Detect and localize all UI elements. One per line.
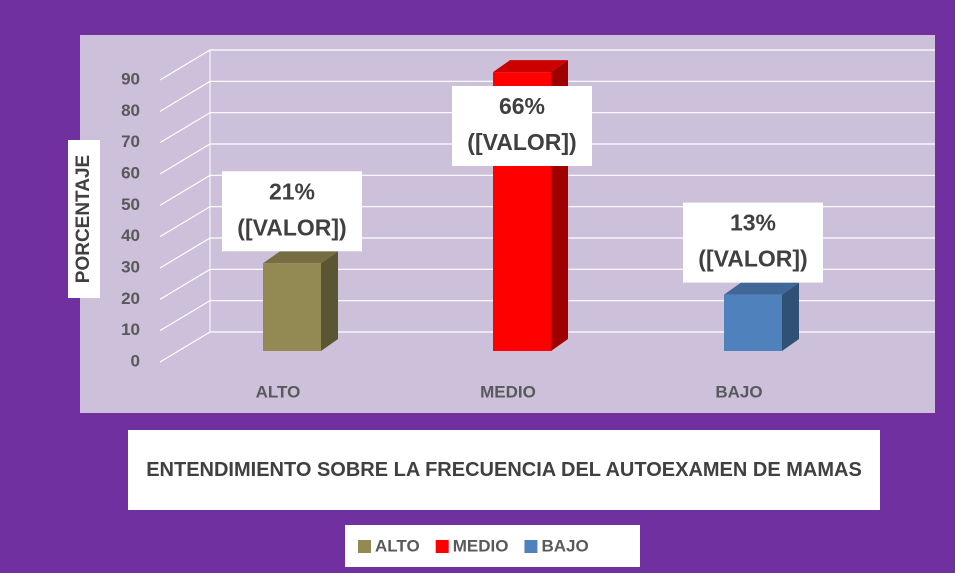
data-label: ([VALOR]) bbox=[237, 214, 346, 240]
bar-top bbox=[263, 251, 338, 264]
data-label-box bbox=[683, 202, 823, 283]
data-label-box bbox=[222, 171, 362, 252]
x-tick-label: BAJO bbox=[715, 382, 762, 401]
y-tick-label: 20 bbox=[121, 289, 140, 308]
legend-label: MEDIO bbox=[453, 536, 509, 555]
y-axis-label: PORCENTAJE bbox=[73, 155, 94, 283]
chart-title: ENTENDIMIENTO SOBRE LA FRECUENCIA DEL AU… bbox=[128, 430, 880, 510]
y-label-box bbox=[68, 140, 100, 298]
legend-box bbox=[345, 525, 640, 567]
y-tick-label: 30 bbox=[121, 257, 140, 276]
y-tick-label: 60 bbox=[121, 163, 140, 182]
bar bbox=[724, 294, 782, 351]
x-tick-label: MEDIO bbox=[480, 382, 536, 401]
legend-label: BAJO bbox=[541, 536, 588, 555]
y-tick-label: 70 bbox=[121, 132, 140, 151]
data-label: 66% bbox=[499, 93, 545, 119]
y-tick-label: 50 bbox=[121, 195, 140, 214]
data-label: ([VALOR]) bbox=[698, 246, 807, 272]
legend-swatch bbox=[435, 540, 449, 553]
y-tick-label: 40 bbox=[121, 226, 140, 245]
bar-top bbox=[493, 60, 568, 73]
data-label: 13% bbox=[730, 210, 776, 236]
bar-side bbox=[321, 251, 338, 351]
y-tick-label: 80 bbox=[121, 101, 140, 120]
legend-label: ALTO bbox=[375, 536, 420, 555]
bar bbox=[263, 263, 321, 351]
y-tick-label: 90 bbox=[121, 69, 140, 88]
legend-swatch bbox=[524, 540, 538, 553]
y-tick-label: 0 bbox=[131, 351, 140, 370]
data-label-box bbox=[452, 86, 592, 166]
legend-swatch bbox=[358, 540, 371, 553]
y-tick-label: 10 bbox=[121, 320, 140, 339]
data-label: 21% bbox=[269, 178, 315, 204]
x-tick-label: ALTO bbox=[256, 382, 301, 401]
bar-top bbox=[724, 282, 799, 295]
data-label: ([VALOR]) bbox=[467, 129, 576, 155]
bar-side bbox=[782, 282, 799, 351]
